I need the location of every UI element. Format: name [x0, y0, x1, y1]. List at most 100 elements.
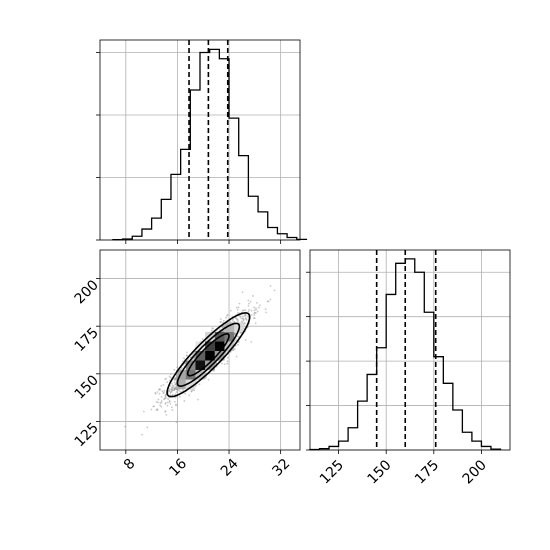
scatter-point: [220, 321, 222, 323]
scatter-point: [182, 389, 185, 392]
scatter-point: [254, 322, 257, 325]
scatter-point: [159, 389, 161, 391]
axes-frame: [99, 249, 301, 451]
scatter-point: [169, 384, 172, 387]
scatter-point: [124, 425, 126, 428]
scatter-point: [244, 309, 247, 312]
scatter-point: [171, 393, 174, 396]
scatter-point: [241, 317, 243, 320]
scatter-point: [223, 363, 226, 366]
scatter-point: [225, 314, 228, 317]
scatter-point: [232, 318, 234, 321]
density-cell: [214, 341, 225, 351]
scatter-point: [173, 368, 176, 371]
scatter-point: [243, 322, 246, 325]
scatter-point: [160, 384, 163, 387]
scatter-point: [176, 388, 178, 391]
scatter-point: [250, 309, 253, 312]
scatter-point: [150, 408, 153, 411]
scatter-point: [188, 394, 190, 397]
scatter-point: [162, 392, 165, 395]
scatter-point: [176, 366, 179, 369]
scatter-point: [242, 317, 245, 320]
scatter-point: [212, 369, 214, 372]
scatter-point: [177, 389, 180, 392]
scatter-point: [189, 356, 192, 359]
scatter-point: [173, 381, 176, 384]
density-contour: [166, 312, 251, 398]
scatter-point: [174, 383, 177, 386]
scatter-point: [244, 314, 247, 316]
scatter-point: [168, 387, 171, 390]
scatter-point: [170, 389, 173, 392]
density-cell: [185, 379, 196, 390]
density-cell: [214, 350, 225, 361]
scatter-point: [234, 337, 237, 340]
scatter-point: [169, 373, 172, 376]
scatter-point: [152, 405, 155, 408]
scatter-point: [173, 387, 176, 390]
scatter-point: [174, 403, 177, 406]
scatter-point: [213, 369, 215, 372]
scatter-point: [171, 384, 174, 387]
scatter-point: [239, 332, 242, 334]
density-cell: [195, 360, 206, 370]
scatter-point: [170, 382, 173, 385]
scatter-point: [161, 390, 164, 393]
scatter-point: [172, 386, 174, 389]
scatter-point: [183, 400, 186, 402]
scatter-point: [163, 390, 166, 392]
scatter-point: [207, 378, 210, 381]
scatter-point: [164, 410, 167, 413]
scatter-point: [229, 320, 232, 323]
scatter-point: [250, 314, 253, 316]
scatter-point: [236, 308, 239, 311]
scatter-point: [253, 309, 256, 311]
scatter-point: [222, 319, 225, 322]
density-cell: [185, 370, 196, 380]
density-cell: [205, 360, 215, 370]
scatter-point: [242, 319, 245, 322]
scatter-point: [243, 322, 246, 325]
joint-density-panel: 8 16 24 32 125 150 175 200: [72, 249, 301, 480]
scatter-point: [173, 388, 176, 391]
scatter-point: [175, 404, 177, 407]
scatter-point: [245, 318, 248, 321]
scatter-point: [164, 397, 167, 399]
scatter-point: [259, 304, 261, 307]
scatter-point: [185, 354, 188, 357]
scatter-point: [164, 402, 167, 404]
scatter-point: [244, 317, 247, 320]
scatter-point: [166, 401, 169, 404]
x-tick-label: 125: [317, 457, 347, 487]
scatter-point: [171, 389, 174, 392]
scatter-point: [247, 310, 250, 313]
scatter-point: [158, 387, 161, 390]
scatter-point: [253, 311, 256, 314]
scatter-point: [241, 291, 244, 294]
scatter-point: [219, 318, 222, 321]
scatter-point: [252, 295, 254, 297]
scatter-point: [221, 326, 224, 329]
scatter-point: [168, 375, 171, 378]
scatter-point: [164, 402, 167, 405]
scatter-point: [238, 302, 241, 305]
scatter-point: [243, 314, 246, 317]
scatter-point: [235, 306, 238, 309]
scatter-point: [241, 309, 244, 312]
scatter-point: [173, 378, 176, 381]
scatter-point: [205, 376, 208, 378]
scatter-point: [242, 309, 245, 312]
scatter-point: [237, 320, 239, 323]
scatter-point: [254, 312, 257, 314]
scatter-point: [226, 360, 229, 363]
scatter-point: [193, 351, 196, 354]
scatter-point: [224, 352, 227, 355]
scatter-point: [168, 400, 171, 403]
scatter-point: [249, 300, 252, 303]
scatter-point: [174, 378, 176, 381]
scatter-point: [218, 328, 221, 331]
scatter-point: [156, 391, 159, 393]
scatter-point: [197, 398, 199, 401]
scatter-point: [193, 356, 196, 359]
